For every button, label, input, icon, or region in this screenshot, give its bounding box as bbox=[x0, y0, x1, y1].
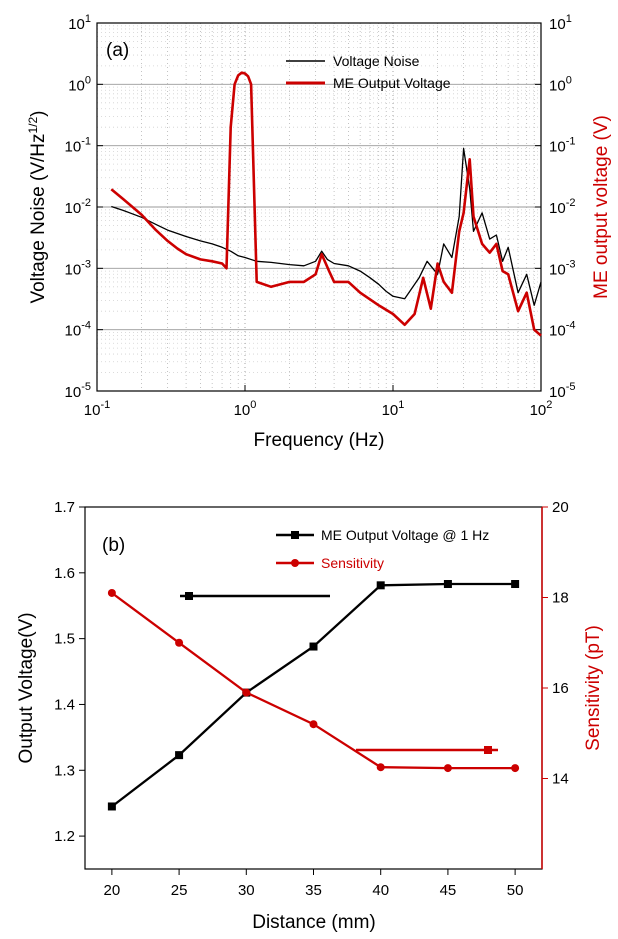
series-output-voltage-point bbox=[443, 580, 452, 589]
y-tick-label-left: 1.2 bbox=[54, 828, 75, 845]
x-tick-label: 45 bbox=[440, 882, 457, 899]
panel-b-frame bbox=[84, 506, 543, 870]
x-tick-label: 20 bbox=[104, 882, 121, 899]
y-tick-label-left: 10-1 bbox=[65, 136, 91, 156]
y-tick-label-left: 10-2 bbox=[65, 197, 91, 217]
panel-a-label: (a) bbox=[106, 40, 129, 61]
panel-a-grid bbox=[97, 23, 541, 391]
panel-b: 20 25 30 35 40 45 501.21.31.41.51.61.714161820… bbox=[16, 499, 604, 933]
y-tick-label-left: 10-3 bbox=[65, 258, 91, 278]
x-tick-label: 101 bbox=[382, 399, 405, 419]
y-tick-label-right: 10-4 bbox=[549, 320, 575, 340]
panel-a-ylabel-left: Voltage Noise (V/Hz1/2) bbox=[26, 110, 49, 303]
y-tick-label-right: 10-1 bbox=[549, 136, 575, 156]
legend-a-voltage-noise-label: Voltage Noise bbox=[333, 53, 420, 69]
series-sensitivity-point bbox=[511, 764, 520, 773]
x-tick-label: 35 bbox=[305, 882, 322, 899]
series-sensitivity-line bbox=[111, 592, 516, 770]
panel-b-series bbox=[107, 580, 520, 811]
y-tick-label-left: 1.7 bbox=[54, 499, 75, 516]
y-tick-label-right: 16 bbox=[552, 680, 569, 697]
legend-b-sensitivity-marker bbox=[291, 559, 299, 567]
y-tick-label-left: 1.3 bbox=[54, 762, 75, 779]
series-output-voltage-point bbox=[376, 581, 385, 590]
x-tick-label: 102 bbox=[530, 399, 553, 419]
series-output-voltage-point bbox=[107, 802, 116, 811]
y-tick-label-right: 14 bbox=[552, 771, 569, 788]
series-output-voltage-line bbox=[111, 582, 516, 808]
legend-b-voltage-marker bbox=[291, 531, 299, 539]
y-tick-label-left: 1.5 bbox=[54, 631, 75, 648]
series-sensitivity-point bbox=[242, 688, 251, 697]
panel-b-left-axis-indicator-marker bbox=[185, 592, 193, 600]
series-output-voltage-point bbox=[175, 751, 184, 760]
legend-a-me-output-label: ME Output Voltage bbox=[333, 75, 451, 91]
y-tick-label-right: 20 bbox=[552, 499, 569, 516]
panel-b-ylabel-left: Output Voltage(V) bbox=[16, 612, 37, 763]
y-tick-label-left: 100 bbox=[68, 74, 91, 94]
panel-b-legend: ME Output Voltage @ 1 Hz Sensitivity bbox=[276, 527, 489, 571]
y-tick-label-right: 10-5 bbox=[549, 381, 575, 401]
x-tick-label: 10-1 bbox=[84, 399, 110, 419]
x-tick-label: 50 bbox=[507, 882, 524, 899]
series-sensitivity-point bbox=[376, 763, 385, 772]
series-sensitivity-point bbox=[443, 764, 452, 773]
y-tick-label-left: 10-4 bbox=[65, 320, 91, 340]
y-tick-label-right: 101 bbox=[549, 13, 572, 33]
series-sensitivity-point bbox=[175, 638, 184, 647]
series-voltage-noise-line bbox=[111, 147, 542, 306]
y-tick-label-left: 10-5 bbox=[65, 381, 91, 401]
series-output-voltage-point bbox=[511, 580, 520, 589]
legend-b-sensitivity-label: Sensitivity bbox=[321, 555, 384, 571]
x-tick-label: 100 bbox=[234, 399, 257, 419]
series-sensitivity-point bbox=[309, 720, 318, 729]
y-tick-label-right: 10-3 bbox=[549, 258, 575, 278]
x-tick-label: 30 bbox=[238, 882, 255, 899]
y-tick-label-right: 100 bbox=[549, 74, 572, 94]
legend-b-voltage-label: ME Output Voltage @ 1 Hz bbox=[321, 527, 489, 543]
panel-b-xlabel: Distance (mm) bbox=[252, 912, 376, 933]
y-tick-label-left: 1.6 bbox=[54, 565, 75, 582]
y-tick-label-left: 1.4 bbox=[54, 696, 75, 713]
series-sensitivity-point bbox=[107, 588, 116, 597]
y-tick-label-right: 18 bbox=[552, 590, 569, 607]
x-tick-label: 25 bbox=[171, 882, 188, 899]
y-tick-label-left: 101 bbox=[68, 13, 91, 33]
panel-a-ylabel-right: ME output voltage (V) bbox=[591, 115, 612, 299]
panel-b-label: (b) bbox=[102, 535, 125, 556]
y-tick-label-right: 10-2 bbox=[549, 197, 575, 217]
x-tick-label: 40 bbox=[372, 882, 389, 899]
panel-a-legend: Voltage Noise ME Output Voltage bbox=[286, 53, 451, 91]
panel-a-xlabel: Frequency (Hz) bbox=[254, 430, 385, 451]
series-me-output-voltage-line bbox=[110, 71, 542, 337]
panel-b-ylabel-right: Sensitivity (pT) bbox=[583, 625, 604, 751]
series-output-voltage-point bbox=[309, 642, 318, 651]
panel-b-ticks: 20 25 30 35 40 45 50 1.2 1.3 1.4 1.5 1.6 1.7 14 16 18 20 bbox=[54, 499, 569, 899]
panel-b-right-axis-indicator-marker bbox=[484, 746, 492, 754]
panel-a-series bbox=[110, 71, 542, 337]
